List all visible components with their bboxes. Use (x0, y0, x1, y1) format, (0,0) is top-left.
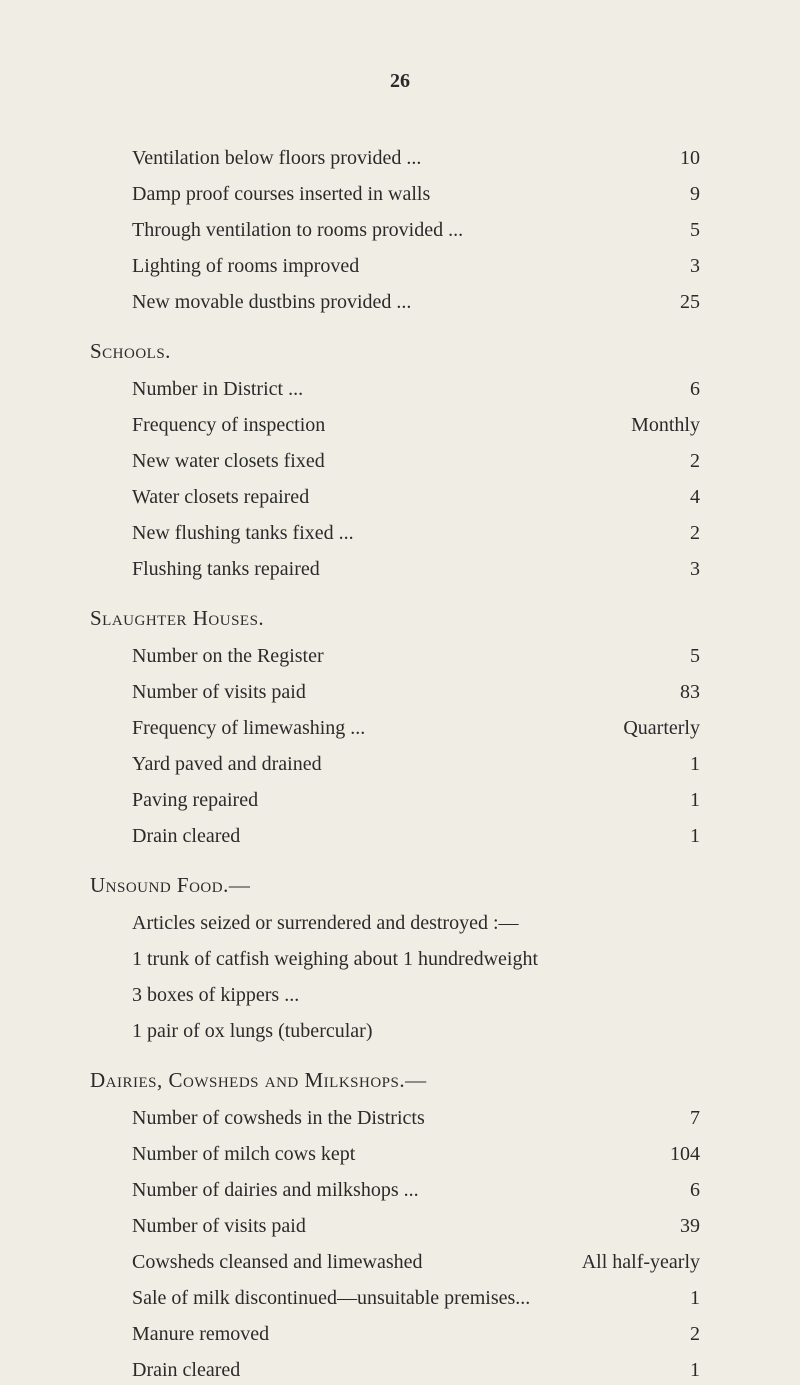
text-line: 3 boxes of kippers ... (90, 980, 710, 1010)
item-value: 2 (600, 1319, 710, 1349)
list-item: Frequency of inspection Monthly (90, 410, 710, 440)
item-label: Number in District ... (90, 374, 600, 404)
list-item: Drain cleared 1 (90, 1355, 710, 1385)
item-value: 2 (600, 518, 710, 548)
item-value: 3 (600, 554, 710, 584)
list-item: Water closets repaired 4 (90, 482, 710, 512)
item-label: Manure removed (90, 1319, 600, 1349)
list-item: Sale of milk discontinued—unsuitable pre… (90, 1283, 710, 1313)
unsound-heading: Unsound Food.— (90, 873, 710, 898)
list-item: Through ventilation to rooms provided ..… (90, 215, 710, 245)
item-value: 4 (600, 482, 710, 512)
item-value: 1 (600, 1355, 710, 1385)
item-label: Sale of milk discontinued—unsuitable pre… (90, 1283, 600, 1313)
item-label: Lighting of rooms improved (90, 251, 600, 281)
list-item: Drain cleared 1 (90, 821, 710, 851)
item-value: Quarterly (520, 713, 710, 743)
list-item: Damp proof courses inserted in walls 9 (90, 179, 710, 209)
list-item: Number of milch cows kept 104 (90, 1139, 710, 1169)
item-value: 104 (600, 1139, 710, 1169)
item-value: 9 (600, 179, 710, 209)
item-label: New movable dustbins provided ... (90, 287, 600, 317)
list-item: Number of cowsheds in the Districts 7 (90, 1103, 710, 1133)
item-value: 25 (600, 287, 710, 317)
item-label: New water closets fixed (90, 446, 600, 476)
item-label: Drain cleared (90, 821, 600, 851)
item-label: Frequency of inspection (90, 410, 520, 440)
item-label: Water closets repaired (90, 482, 600, 512)
item-value: 10 (600, 143, 710, 173)
item-value: 2 (600, 446, 710, 476)
item-label: Through ventilation to rooms provided ..… (90, 215, 600, 245)
text-line: 1 trunk of catfish weighing about 1 hund… (90, 944, 710, 974)
item-label: Number of dairies and milkshops ... (90, 1175, 600, 1205)
item-label: Frequency of limewashing ... (90, 713, 520, 743)
item-value: 5 (600, 641, 710, 671)
list-item: New water closets fixed 2 (90, 446, 710, 476)
text-line: Articles seized or surrendered and destr… (90, 908, 710, 938)
item-label: Cowsheds cleansed and limewashed (90, 1247, 520, 1277)
item-value: 7 (600, 1103, 710, 1133)
list-item: Frequency of limewashing ... Quarterly (90, 713, 710, 743)
list-item: Manure removed 2 (90, 1319, 710, 1349)
item-value: Monthly (520, 410, 710, 440)
item-value: 1 (600, 821, 710, 851)
list-item: Paving repaired 1 (90, 785, 710, 815)
item-value: 1 (600, 749, 710, 779)
item-value: 83 (600, 677, 710, 707)
item-value: All half-yearly (520, 1247, 710, 1277)
list-item: New movable dustbins provided ... 25 (90, 287, 710, 317)
item-value: 1 (600, 1283, 710, 1313)
list-item: Number of visits paid 39 (90, 1211, 710, 1241)
list-item: Number of dairies and milkshops ... 6 (90, 1175, 710, 1205)
item-label: New flushing tanks fixed ... (90, 518, 600, 548)
text-line: 1 pair of ox lungs (tubercular) (90, 1016, 710, 1046)
dairies-heading: Dairies, Cowsheds and Milkshops.— (90, 1068, 710, 1093)
item-label: Drain cleared (90, 1355, 600, 1385)
list-item: New flushing tanks fixed ... 2 (90, 518, 710, 548)
list-item: Number in District ... 6 (90, 374, 710, 404)
slaughter-heading: Slaughter Houses. (90, 606, 710, 631)
item-label: Paving repaired (90, 785, 600, 815)
list-item: Yard paved and drained 1 (90, 749, 710, 779)
list-item: Number of visits paid 83 (90, 677, 710, 707)
list-item: Ventilation below floors provided ... 10 (90, 143, 710, 173)
item-label: Number of visits paid (90, 1211, 600, 1241)
item-label: Ventilation below floors provided ... (90, 143, 600, 173)
item-label: Damp proof courses inserted in walls (90, 179, 600, 209)
item-value: 5 (600, 215, 710, 245)
item-label: Number on the Register (90, 641, 600, 671)
page-number: 26 (90, 70, 710, 93)
item-label: Flushing tanks repaired (90, 554, 600, 584)
item-value: 1 (600, 785, 710, 815)
item-label: Number of milch cows kept (90, 1139, 600, 1169)
item-value: 3 (600, 251, 710, 281)
list-item: Lighting of rooms improved 3 (90, 251, 710, 281)
item-label: Number of visits paid (90, 677, 600, 707)
list-item: Cowsheds cleansed and limewashed All hal… (90, 1247, 710, 1277)
schools-heading: Schools. (90, 339, 710, 364)
item-value: 39 (600, 1211, 710, 1241)
item-value: 6 (600, 1175, 710, 1205)
list-item: Number on the Register 5 (90, 641, 710, 671)
item-label: Yard paved and drained (90, 749, 600, 779)
item-label: Number of cowsheds in the Districts (90, 1103, 600, 1133)
item-value: 6 (600, 374, 710, 404)
list-item: Flushing tanks repaired 3 (90, 554, 710, 584)
